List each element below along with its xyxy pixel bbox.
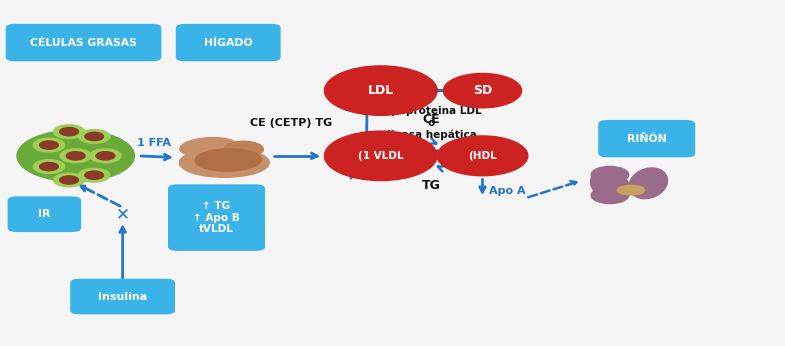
- FancyBboxPatch shape: [70, 279, 175, 315]
- Circle shape: [85, 133, 104, 140]
- Text: (CETP): (CETP): [410, 149, 454, 162]
- Text: LDL: LDL: [367, 84, 394, 97]
- Circle shape: [89, 149, 121, 163]
- Circle shape: [591, 187, 629, 203]
- Text: SD: SD: [473, 84, 492, 97]
- Circle shape: [591, 177, 629, 193]
- Text: Lipoproteina LDL
ó
lipasa hepática: Lipoproteina LDL ó lipasa hepática: [382, 106, 482, 140]
- Text: TG: TG: [422, 179, 441, 192]
- Ellipse shape: [195, 149, 261, 171]
- Ellipse shape: [590, 169, 630, 201]
- Circle shape: [78, 130, 110, 143]
- Circle shape: [33, 160, 64, 173]
- Circle shape: [60, 176, 78, 184]
- Text: RIÑÓN: RIÑÓN: [627, 134, 666, 144]
- Text: CÉLULAS GRASAS: CÉLULAS GRASAS: [30, 38, 137, 48]
- Circle shape: [60, 128, 78, 136]
- Text: IR: IR: [38, 209, 51, 219]
- Circle shape: [444, 73, 521, 108]
- Circle shape: [591, 166, 629, 183]
- Text: Apo A: Apo A: [489, 186, 525, 196]
- Circle shape: [437, 136, 528, 176]
- Text: (HDL: (HDL: [468, 151, 497, 161]
- Circle shape: [39, 141, 58, 149]
- Ellipse shape: [629, 168, 667, 199]
- Text: Insulina: Insulina: [98, 292, 148, 302]
- Ellipse shape: [617, 185, 644, 195]
- FancyBboxPatch shape: [168, 184, 265, 251]
- Circle shape: [66, 152, 85, 160]
- FancyBboxPatch shape: [176, 24, 281, 61]
- Circle shape: [60, 149, 91, 163]
- Ellipse shape: [180, 138, 238, 157]
- FancyBboxPatch shape: [5, 24, 162, 61]
- Circle shape: [17, 130, 134, 182]
- Text: ✕: ✕: [115, 205, 130, 223]
- Circle shape: [324, 66, 437, 115]
- Circle shape: [39, 163, 58, 171]
- Text: 1 FFA: 1 FFA: [137, 138, 171, 148]
- Circle shape: [53, 173, 85, 187]
- Circle shape: [33, 138, 64, 152]
- Circle shape: [53, 125, 85, 138]
- Text: ↑ TG
↑ Apo B
tVLDL: ↑ TG ↑ Apo B tVLDL: [193, 201, 240, 234]
- Ellipse shape: [225, 141, 264, 157]
- Circle shape: [78, 169, 110, 182]
- Text: HÍGADO: HÍGADO: [204, 38, 253, 48]
- Text: (1 VLDL: (1 VLDL: [358, 151, 403, 161]
- Text: CE: CE: [423, 113, 440, 126]
- Circle shape: [85, 171, 104, 179]
- Ellipse shape: [179, 148, 269, 177]
- Text: CE (CETP) TG: CE (CETP) TG: [250, 118, 332, 128]
- FancyBboxPatch shape: [8, 196, 81, 232]
- Circle shape: [96, 152, 115, 160]
- FancyBboxPatch shape: [598, 120, 696, 157]
- Circle shape: [324, 131, 437, 181]
